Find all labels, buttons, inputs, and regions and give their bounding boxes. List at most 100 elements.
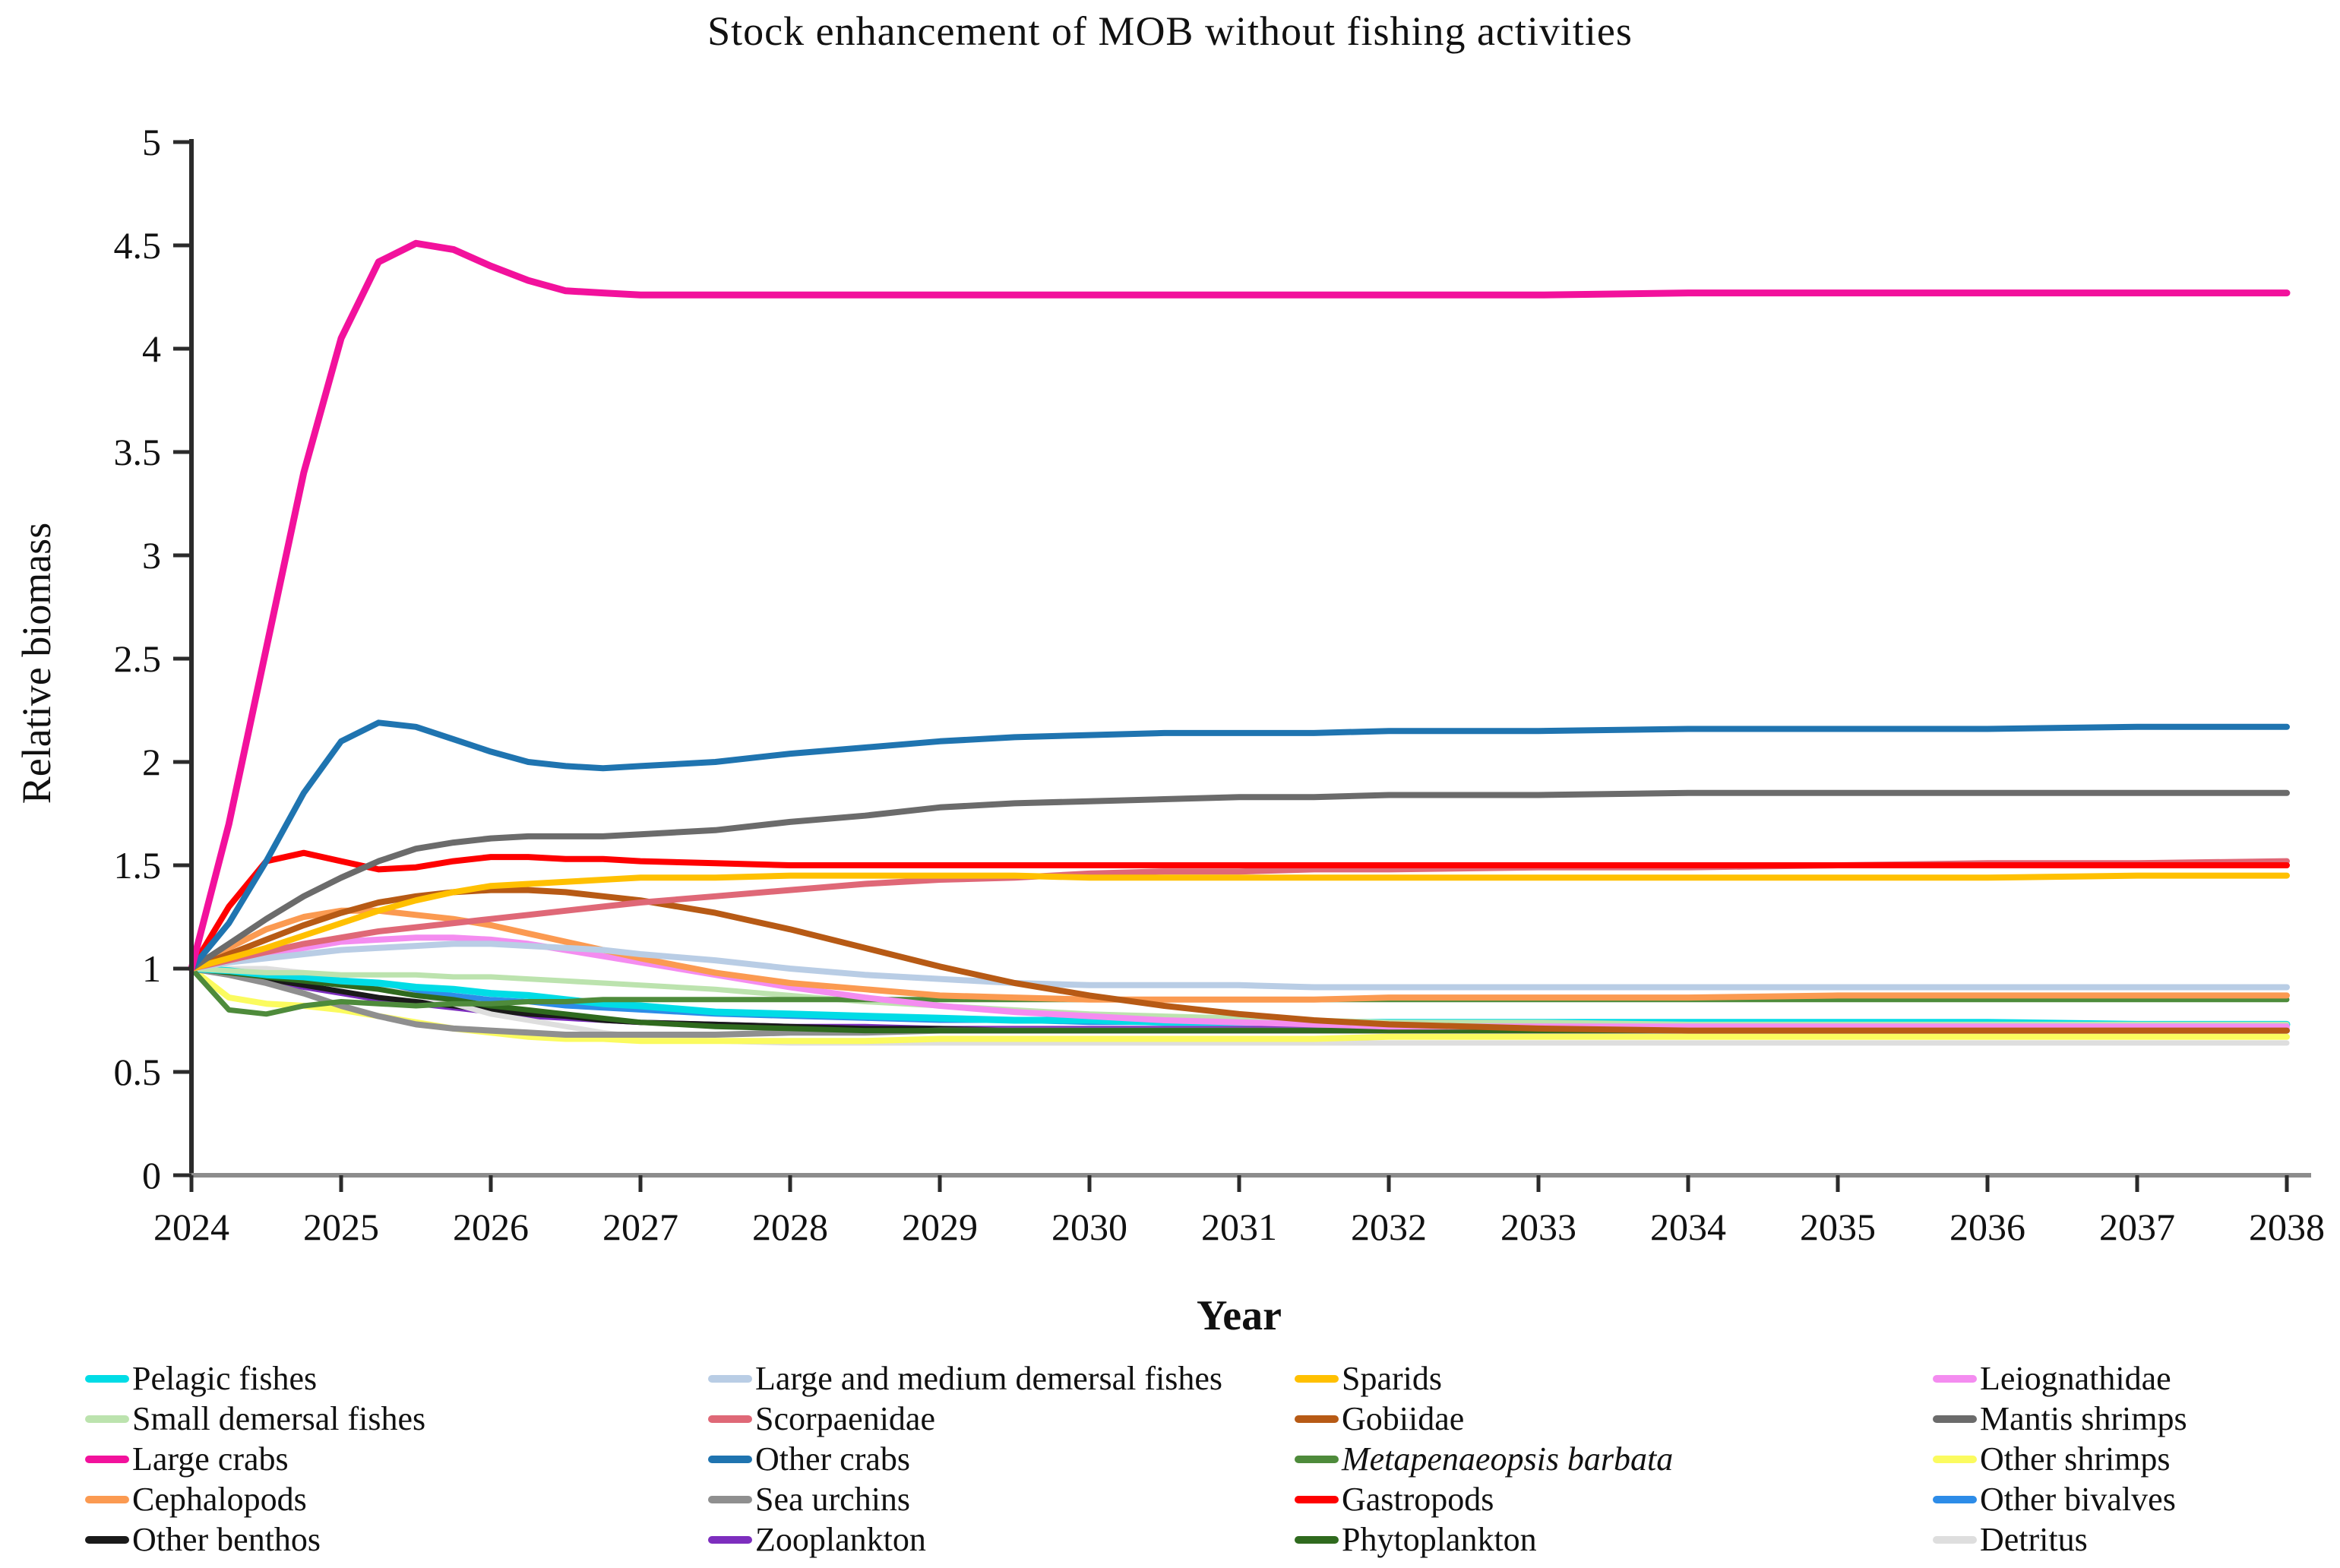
x-tick-label: 2031 — [1201, 1206, 1277, 1248]
legend-item-gastropods: Gastropods — [1295, 1479, 1673, 1519]
series-line-mantis-shrimps — [188, 789, 2290, 972]
series-line-sparids — [188, 872, 2290, 972]
legend-swatch-gobiidae — [1295, 1415, 1339, 1423]
legend-label-pelagic-fishes: Pelagic fishes — [132, 1359, 318, 1397]
legend-item-small-demersal-fishes: Small demersal fishes — [85, 1399, 425, 1439]
legend-swatch-sparids — [1295, 1374, 1339, 1383]
legend-swatch-phytoplankton — [1295, 1535, 1339, 1544]
legend-swatch-other-shrimps — [1933, 1455, 1977, 1463]
legend-column-3: Sparids Gobiidae Metapenaeopsis barbata Gas… — [1295, 1358, 1673, 1560]
legend-label-other-crabs: Other crabs — [755, 1440, 911, 1478]
legend-item-sparids: Sparids — [1295, 1358, 1673, 1399]
legend-label-phytoplankton: Phytoplankton — [1342, 1520, 1537, 1558]
legend-label-other-benthos: Other benthos — [132, 1520, 321, 1558]
legend-swatch-sea-urchins — [708, 1495, 752, 1503]
legend-swatch-other-bivalves — [1933, 1495, 1977, 1503]
legend-swatch-mantis-shrimps — [1933, 1415, 1977, 1423]
x-axis-title: Year — [1197, 1292, 1282, 1339]
legend-label-gobiidae: Gobiidae — [1342, 1399, 1465, 1437]
legend-item-other-bivalves: Other bivalves — [1933, 1479, 2187, 1519]
legend-swatch-other-benthos — [85, 1535, 129, 1544]
legend-swatch-scorpaenidae — [708, 1415, 752, 1423]
y-tick-label: 1.5 — [114, 844, 162, 887]
x-tick-label: 2036 — [1949, 1206, 2025, 1248]
legend-label-other-shrimps: Other shrimps — [1980, 1440, 2171, 1478]
legend-label-large-and-medium-demersal-fishes: Large and medium demersal fishes — [755, 1359, 1222, 1397]
legend-item-zooplankton: Zooplankton — [708, 1519, 1222, 1560]
y-tick-label: 4.5 — [114, 224, 162, 267]
legend-column-4: Leiognathidae Mantis shrimps Other shrimps… — [1933, 1358, 2187, 1560]
legend-item-other-benthos: Other benthos — [85, 1519, 425, 1560]
legend-label-scorpaenidae: Scorpaenidae — [755, 1399, 935, 1437]
legend-swatch-leiognathidae — [1933, 1374, 1977, 1383]
x-tick-label: 2025 — [303, 1206, 379, 1248]
legend-swatch-pelagic-fishes — [85, 1374, 129, 1383]
legend-swatch-large-crabs — [85, 1455, 129, 1463]
x-tick-label: 2026 — [453, 1206, 529, 1248]
x-tick-label: 2035 — [1800, 1206, 1876, 1248]
legend-item-cephalopods: Cephalopods — [85, 1479, 425, 1519]
legend-label-sparids: Sparids — [1342, 1359, 1442, 1397]
legend-label-detritus: Detritus — [1980, 1520, 2088, 1558]
legend-item-mantis-shrimps: Mantis shrimps — [1933, 1399, 2187, 1439]
legend-item-other-crabs: Other crabs — [708, 1439, 1222, 1479]
series-line-large-crabs — [188, 239, 2291, 972]
legend-swatch-other-crabs — [708, 1455, 752, 1463]
y-tick-label: 0.5 — [114, 1051, 162, 1093]
legend-label-large-crabs: Large crabs — [132, 1440, 289, 1478]
x-tick-label: 2032 — [1351, 1206, 1427, 1248]
series-line-large-and-medium-demersal-fishes — [188, 940, 2290, 991]
chart-canvas: 5 4.5 4 3.5 3 2.5 2 1.5 1 0.5 0 2024 2025 2026 2027 202… — [114, 121, 2326, 1248]
x-tick-label: 2038 — [2249, 1206, 2325, 1248]
legend-label-small-demersal-fishes: Small demersal fishes — [132, 1399, 426, 1437]
legend-label-gastropods: Gastropods — [1342, 1480, 1494, 1518]
legend-label-mantis-shrimps: Mantis shrimps — [1980, 1399, 2187, 1437]
x-tick-label: 2033 — [1500, 1206, 1576, 1248]
legend-item-large-crabs: Large crabs — [85, 1439, 425, 1479]
legend-column-1: Pelagic fishes Small demersal fishes Large… — [85, 1358, 425, 1560]
legend-swatch-zooplankton — [708, 1535, 752, 1544]
legend-item-metapenaeopsis-barbata: Metapenaeopsis barbata — [1295, 1439, 1673, 1479]
legend-item-scorpaenidae: Scorpaenidae — [708, 1399, 1222, 1439]
legend-label-zooplankton: Zooplankton — [755, 1520, 926, 1558]
legend-item-pelagic-fishes: Pelagic fishes — [85, 1358, 425, 1399]
legend-item-detritus: Detritus — [1933, 1519, 2187, 1560]
y-tick-label: 5 — [142, 121, 161, 163]
legend-swatch-cephalopods — [85, 1495, 129, 1503]
legend-item-gobiidae: Gobiidae — [1295, 1399, 1673, 1439]
x-tick-label: 2028 — [752, 1206, 828, 1248]
legend-swatch-metapenaeopsis-barbata — [1295, 1455, 1339, 1463]
x-tick-label: 2027 — [602, 1206, 678, 1248]
legend-item-other-shrimps: Other shrimps — [1933, 1439, 2187, 1479]
series-line-gobiidae — [188, 887, 2290, 1034]
x-tick-label: 2029 — [902, 1206, 978, 1248]
legend-item-leiognathidae: Leiognathidae — [1933, 1358, 2187, 1399]
x-tick-label: 2024 — [153, 1206, 229, 1248]
y-tick-label: 3 — [142, 534, 161, 577]
y-tick-label: 2.5 — [114, 637, 162, 680]
legend-item-sea-urchins: Sea urchins — [708, 1479, 1222, 1519]
legend-label-metapenaeopsis-barbata: Metapenaeopsis barbata — [1342, 1440, 1674, 1478]
series-line-other-crabs — [188, 719, 2290, 972]
legend-item-phytoplankton: Phytoplankton — [1295, 1519, 1673, 1560]
legend-column-2: Large and medium demersal fishes Scorpaen… — [708, 1358, 1222, 1560]
legend-label-sea-urchins: Sea urchins — [755, 1480, 911, 1518]
legend-label-leiognathidae: Leiognathidae — [1980, 1359, 2171, 1397]
legend-label-other-bivalves: Other bivalves — [1980, 1480, 2176, 1518]
series-line-small-demersal-fishes — [188, 966, 2290, 1027]
legend-item-large-and-medium-demersal-fishes: Large and medium demersal fishes — [708, 1358, 1222, 1399]
chart-title: Stock enhancement of MOB without fishing… — [707, 8, 1633, 54]
y-tick-label: 3.5 — [114, 431, 162, 473]
series-line-cephalopods — [188, 907, 2290, 1003]
x-tick-label: 2037 — [2099, 1206, 2175, 1248]
legend-label-cephalopods: Cephalopods — [132, 1480, 307, 1518]
y-tick-label: 1 — [142, 947, 161, 990]
legend-swatch-gastropods — [1295, 1495, 1339, 1503]
legend-swatch-detritus — [1933, 1535, 1977, 1544]
x-tick-label: 2034 — [1650, 1206, 1726, 1248]
legend-swatch-small-demersal-fishes — [85, 1415, 129, 1423]
y-tick-label: 4 — [142, 327, 161, 370]
y-tick-label: 2 — [142, 741, 161, 783]
legend-swatch-large-and-medium-demersal-fishes — [708, 1374, 752, 1383]
